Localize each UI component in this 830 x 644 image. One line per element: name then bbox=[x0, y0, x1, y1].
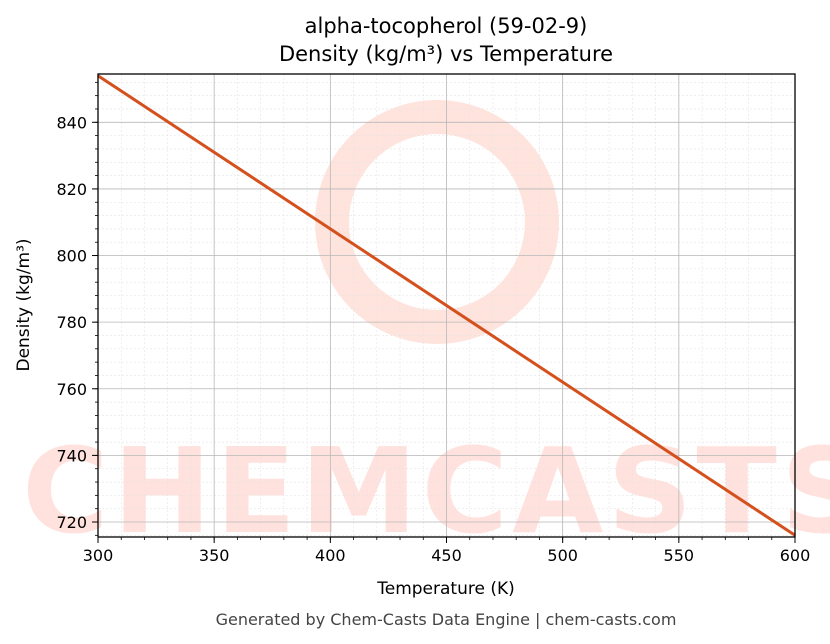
y-tick-label: 800 bbox=[56, 247, 87, 266]
chart-subtitle: Density (kg/m³) vs Temperature bbox=[279, 42, 613, 66]
watermark-ring-icon bbox=[315, 100, 559, 344]
x-tick-label: 400 bbox=[315, 546, 346, 565]
y-tick-label: 840 bbox=[56, 113, 87, 132]
x-axis-label: Temperature (K) bbox=[376, 579, 515, 599]
y-axis-ticks: 720 740 760 780 800 820 840 bbox=[56, 81, 98, 536]
series-layer bbox=[97, 74, 796, 537]
y-axis-label: Density (kg/m³) bbox=[14, 238, 34, 371]
x-tick-label: 300 bbox=[83, 546, 114, 565]
y-tick-label: 740 bbox=[56, 446, 87, 465]
x-axis-ticks: 300 350 400 450 500 550 600 bbox=[83, 537, 811, 565]
y-tick-label: 780 bbox=[56, 313, 87, 332]
chart-title: alpha-tocopherol (59-02-9) bbox=[305, 14, 588, 38]
footer-credit: Generated by Chem-Casts Data Engine | ch… bbox=[216, 610, 677, 629]
y-tick-label: 720 bbox=[56, 513, 87, 532]
density-series-line bbox=[97, 74, 796, 537]
x-tick-label: 550 bbox=[664, 546, 695, 565]
y-tick-label: 760 bbox=[56, 380, 87, 399]
x-tick-label: 450 bbox=[431, 546, 462, 565]
x-tick-label: 350 bbox=[199, 546, 230, 565]
x-tick-label: 500 bbox=[547, 546, 578, 565]
watermark-text: CHEMCASTS bbox=[22, 422, 830, 560]
y-tick-label: 820 bbox=[56, 180, 87, 199]
x-tick-label: 600 bbox=[780, 546, 811, 565]
